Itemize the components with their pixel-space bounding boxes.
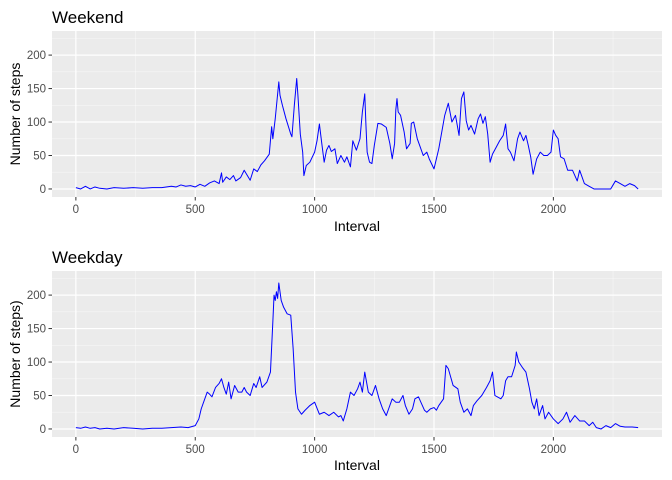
weekend-x-tick-label: 1500 — [421, 204, 447, 216]
weekend-x-tick-label: 1000 — [302, 204, 328, 216]
weekend-y-tick-label: 100 — [27, 117, 46, 129]
weekday-title: Weekday — [52, 248, 123, 267]
weekend-y-tick-label: 150 — [27, 84, 46, 96]
weekday-x-axis-label: Interval — [334, 457, 380, 473]
weekend-y-tick-label: 200 — [27, 50, 46, 62]
weekday-y-tick-label: 100 — [27, 357, 46, 369]
weekend-panel-background — [52, 31, 662, 197]
weekday-x-tick-label: 1000 — [302, 444, 328, 456]
weekday-y-tick-label: 0 — [40, 424, 46, 436]
weekday-x-tick-label: 2000 — [541, 444, 567, 456]
weekday-y-tick-label: 150 — [27, 324, 46, 336]
weekend-x-axis-label: Interval — [334, 218, 380, 234]
weekend-x-tick-label: 500 — [186, 204, 205, 216]
weekend-panel: 0 500 1000 1500 2000 0 50 100 150 200 Weekend Inter… — [7, 8, 662, 234]
weekday-y-tick-label: 50 — [33, 391, 46, 403]
weekend-y-tick-label: 0 — [40, 184, 46, 196]
weekday-series-line — [75, 282, 639, 430]
weekend-x-tick-label: 2000 — [541, 204, 567, 216]
weekend-x-tick-label: 0 — [73, 204, 79, 216]
weekday-panel-background — [52, 271, 662, 437]
weekday-x-tick-label: 500 — [186, 444, 205, 456]
weekend-y-tick-label: 50 — [33, 151, 46, 163]
weekday-panel: 0 500 1000 1500 2000 0 50 100 150 200 Weekday Inter… — [7, 248, 662, 473]
weekend-series-line — [75, 78, 639, 190]
weekend-title: Weekend — [52, 8, 124, 27]
weekday-x-tick-label: 1500 — [421, 444, 447, 456]
weekday-x-tick-label: 0 — [73, 444, 79, 456]
weekday-y-axis-label: Number of steps) — [7, 300, 23, 407]
weekend-y-axis-label: Number of steps — [7, 63, 23, 166]
weekday-y-tick-label: 200 — [27, 290, 46, 302]
